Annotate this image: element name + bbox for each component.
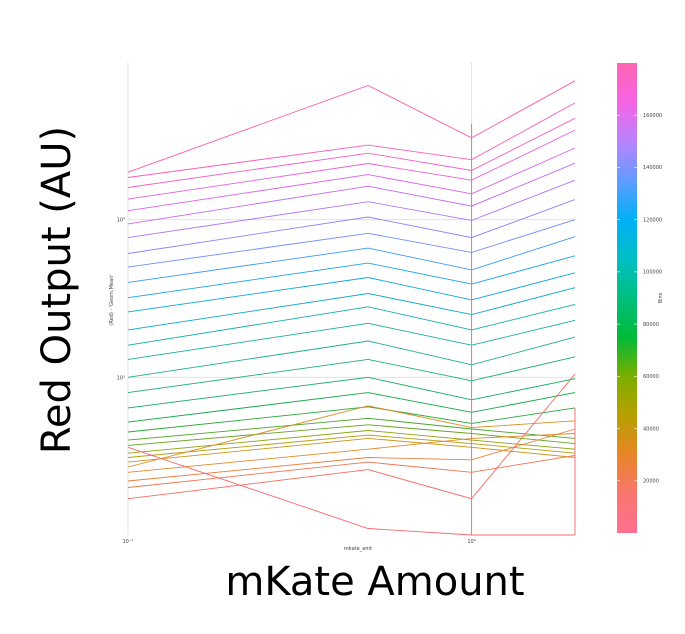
tick-labels: 10⁻¹ 10⁰ 10³ 10⁴ (117, 218, 476, 545)
series-line (127, 434, 576, 458)
colorbar-tick-label: 160000 (643, 113, 662, 119)
y-tick-label: 10⁴ (117, 218, 125, 224)
x-axis-label: mKate Amount (225, 559, 524, 605)
colorbar-ticks: 20000 40000 60000 80000 100000 120000 140000 16… (617, 113, 662, 485)
series-line (127, 287, 576, 331)
series-line (127, 162, 576, 225)
colorbar-tick-label: 20000 (643, 479, 659, 485)
color-legend: 20000 40000 60000 80000 100000 120000 140000 16… (617, 63, 664, 533)
series-line (127, 392, 576, 423)
series-line (127, 373, 576, 500)
series-line (127, 428, 576, 482)
series-line (127, 303, 576, 346)
series-line (127, 424, 576, 446)
series-line (127, 179, 576, 239)
series-line (127, 319, 576, 360)
series-line (127, 255, 576, 299)
colorbar-tick-label: 100000 (643, 270, 662, 276)
series-line (127, 454, 576, 488)
series-group (127, 80, 576, 536)
colorbar (617, 63, 637, 533)
y-axis-label: Red Output (AU) (34, 126, 80, 454)
series-line (127, 272, 576, 313)
colorbar-tick-label: 60000 (643, 374, 659, 380)
series-line (127, 80, 576, 173)
series-line (127, 417, 576, 441)
series-line (127, 376, 576, 409)
colorbar-tick-label: 140000 (643, 165, 662, 171)
y-tick-label: 10³ (117, 375, 125, 381)
series-line (127, 336, 576, 378)
series-line (127, 147, 576, 212)
series-line (127, 437, 576, 463)
series-line (127, 129, 576, 200)
series-line (127, 406, 576, 433)
series-line (127, 356, 576, 394)
series-line (127, 117, 576, 188)
series-line (127, 405, 576, 468)
series-line (127, 102, 576, 178)
legend-title: Bins (658, 292, 664, 303)
series-line (127, 236, 576, 283)
inner-x-axis-label: mkate_amt (344, 546, 372, 552)
series-line (127, 446, 575, 536)
colorbar-tick-label: 40000 (643, 426, 659, 432)
series-line (127, 199, 576, 254)
colorbar-tick-label: 80000 (643, 322, 659, 328)
colorbar-tick-label: 120000 (643, 217, 662, 223)
x-tick-label: 10⁰ (467, 539, 475, 545)
series-line (127, 219, 576, 268)
inner-y-axis-label: (Red) - 'Geom.Mean' (109, 274, 115, 325)
x-tick-label: 10⁻¹ (122, 539, 133, 545)
